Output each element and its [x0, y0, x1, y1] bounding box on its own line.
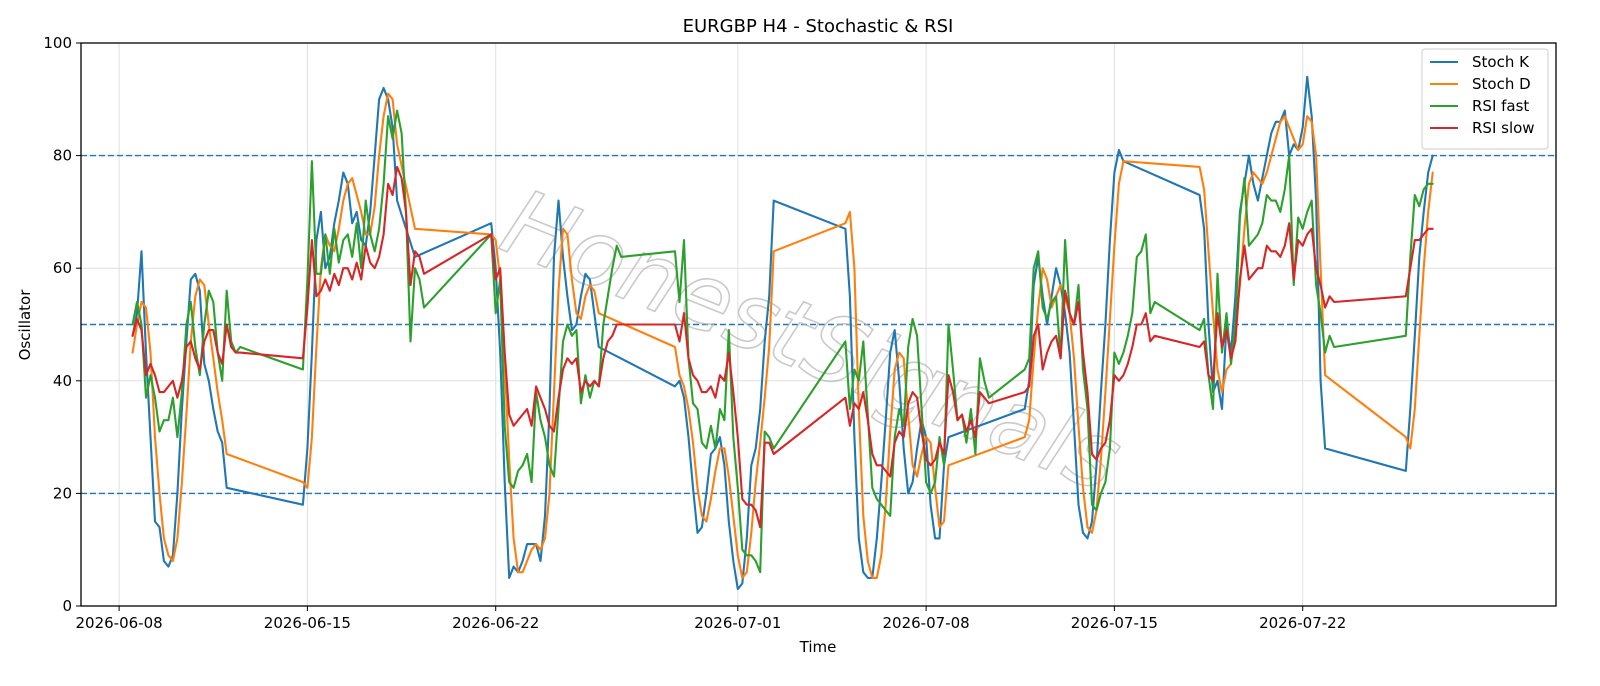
- series-line-stoch-k: [131, 75, 1434, 591]
- y-tick-label: 40: [53, 372, 72, 390]
- x-tick-label: 2026-06-15: [264, 614, 351, 632]
- y-tick-label: 0: [62, 597, 72, 615]
- x-tick-label: 2026-06-22: [452, 614, 539, 632]
- legend-entry: Stoch D: [1472, 75, 1531, 93]
- x-axis-ticks: 2026-06-08 2026-06-15 2026-06-22 2026-07-01…: [76, 606, 1346, 632]
- series-line-rsi-slow: [131, 165, 1434, 529]
- reference-lines: [81, 154, 1556, 495]
- plot-frame: [80, 42, 1557, 607]
- y-tick-label: 60: [53, 259, 72, 277]
- legend-entry: RSI fast: [1472, 97, 1529, 115]
- series-line-rsi-fast: [131, 109, 1434, 574]
- x-tick-label: 2026-06-08: [76, 614, 163, 632]
- legend-entry: Stoch K: [1472, 53, 1530, 71]
- x-tick-label: 2026-07-01: [694, 614, 781, 632]
- x-tick-label: 2026-07-22: [1259, 614, 1346, 632]
- legend-entry: RSI slow: [1472, 119, 1535, 137]
- y-axis-label: Oscillator: [16, 289, 34, 361]
- legend: Stoch K Stoch D RSI fast RSI slow: [1421, 48, 1549, 150]
- legend-box: [1421, 48, 1549, 150]
- x-tick-label: 2026-07-08: [883, 614, 970, 632]
- x-axis-label: Time: [799, 638, 837, 656]
- series-lines: [131, 75, 1434, 591]
- y-tick-label: 80: [53, 147, 72, 165]
- y-tick-label: 100: [43, 34, 72, 52]
- x-tick-label: 2026-07-15: [1071, 614, 1158, 632]
- chart-title: EURGBP H4 - Stochastic & RSI: [683, 16, 954, 37]
- y-axis-ticks: 0 20 40 60 80 100: [43, 34, 81, 615]
- y-tick-label: 20: [53, 484, 72, 502]
